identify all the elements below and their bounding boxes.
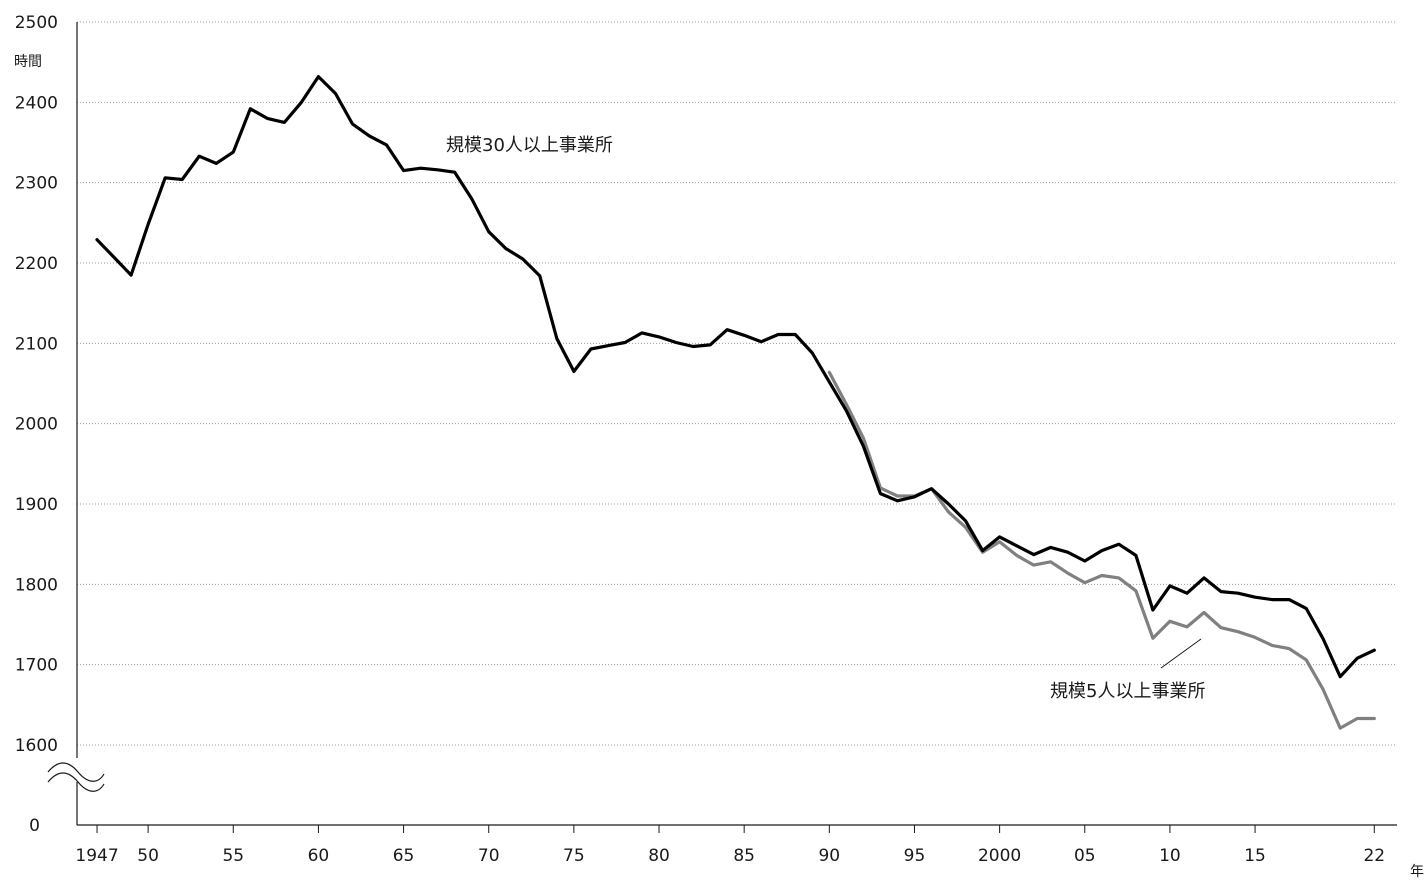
x-tick-label-2015: 15 <box>1244 846 1266 866</box>
x-tick-label-1950: 50 <box>137 846 159 866</box>
y-axis-unit-label: 時間 <box>14 54 42 70</box>
x-tick-label-1970: 70 <box>478 846 500 866</box>
x-tick-label-2022: 22 <box>1363 846 1385 866</box>
y-tick-label-2000: 2000 <box>15 415 58 435</box>
series-label-5-plus-leader <box>1161 639 1201 668</box>
x-tick-label-2005: 05 <box>1074 846 1096 866</box>
y-tick-label-2200: 2200 <box>15 254 58 274</box>
x-tick-label-1965: 65 <box>393 846 415 866</box>
x-tick-label-1980: 80 <box>648 846 670 866</box>
series-line-30-plus <box>97 77 1374 677</box>
x-tick-label-1990: 90 <box>818 846 840 866</box>
axes: 0 <box>29 22 1397 836</box>
y-tick-label-2500: 2500 <box>15 13 58 33</box>
y-tick-label-2100: 2100 <box>15 334 58 354</box>
annotations: 規模30人以上事業所 規模5人以上事業所 <box>446 135 1205 702</box>
y-tick-labels: 2500 2400 2300 2200 2100 2000 1900 1800 1700 1600 <box>15 13 58 756</box>
y-axis-zero-label: 0 <box>29 816 40 836</box>
y-tick-label-1600: 1600 <box>15 736 58 756</box>
x-tick-labels: 1947 50 55 60 65 70 75 80 85 90 95 2000 05 10 15 22 <box>75 846 1385 866</box>
x-axis-unit-label: 年 <box>1410 864 1424 880</box>
series-lines <box>97 77 1374 729</box>
grid-lines <box>77 22 1397 745</box>
y-tick-label-1800: 1800 <box>15 575 58 595</box>
y-tick-label-1700: 1700 <box>15 656 58 676</box>
x-tick-label-1985: 85 <box>733 846 755 866</box>
x-tick-label-1975: 75 <box>563 846 585 866</box>
y-tick-label-2300: 2300 <box>15 174 58 194</box>
series-label-30-plus: 規模30人以上事業所 <box>446 135 613 156</box>
x-tick-label-1995: 95 <box>904 846 926 866</box>
x-tick-label-2010: 10 <box>1159 846 1181 866</box>
y-tick-label-2400: 2400 <box>15 93 58 113</box>
x-tick-label-2000: 2000 <box>978 846 1021 866</box>
y-tick-label-1900: 1900 <box>15 495 58 515</box>
x-tick-label-1955: 55 <box>222 846 244 866</box>
x-tick-label-1947: 1947 <box>75 846 118 866</box>
axis-break-icon <box>48 763 104 791</box>
x-tick-label-1960: 60 <box>308 846 330 866</box>
series-label-5-plus: 規模5人以上事業所 <box>1050 681 1205 702</box>
